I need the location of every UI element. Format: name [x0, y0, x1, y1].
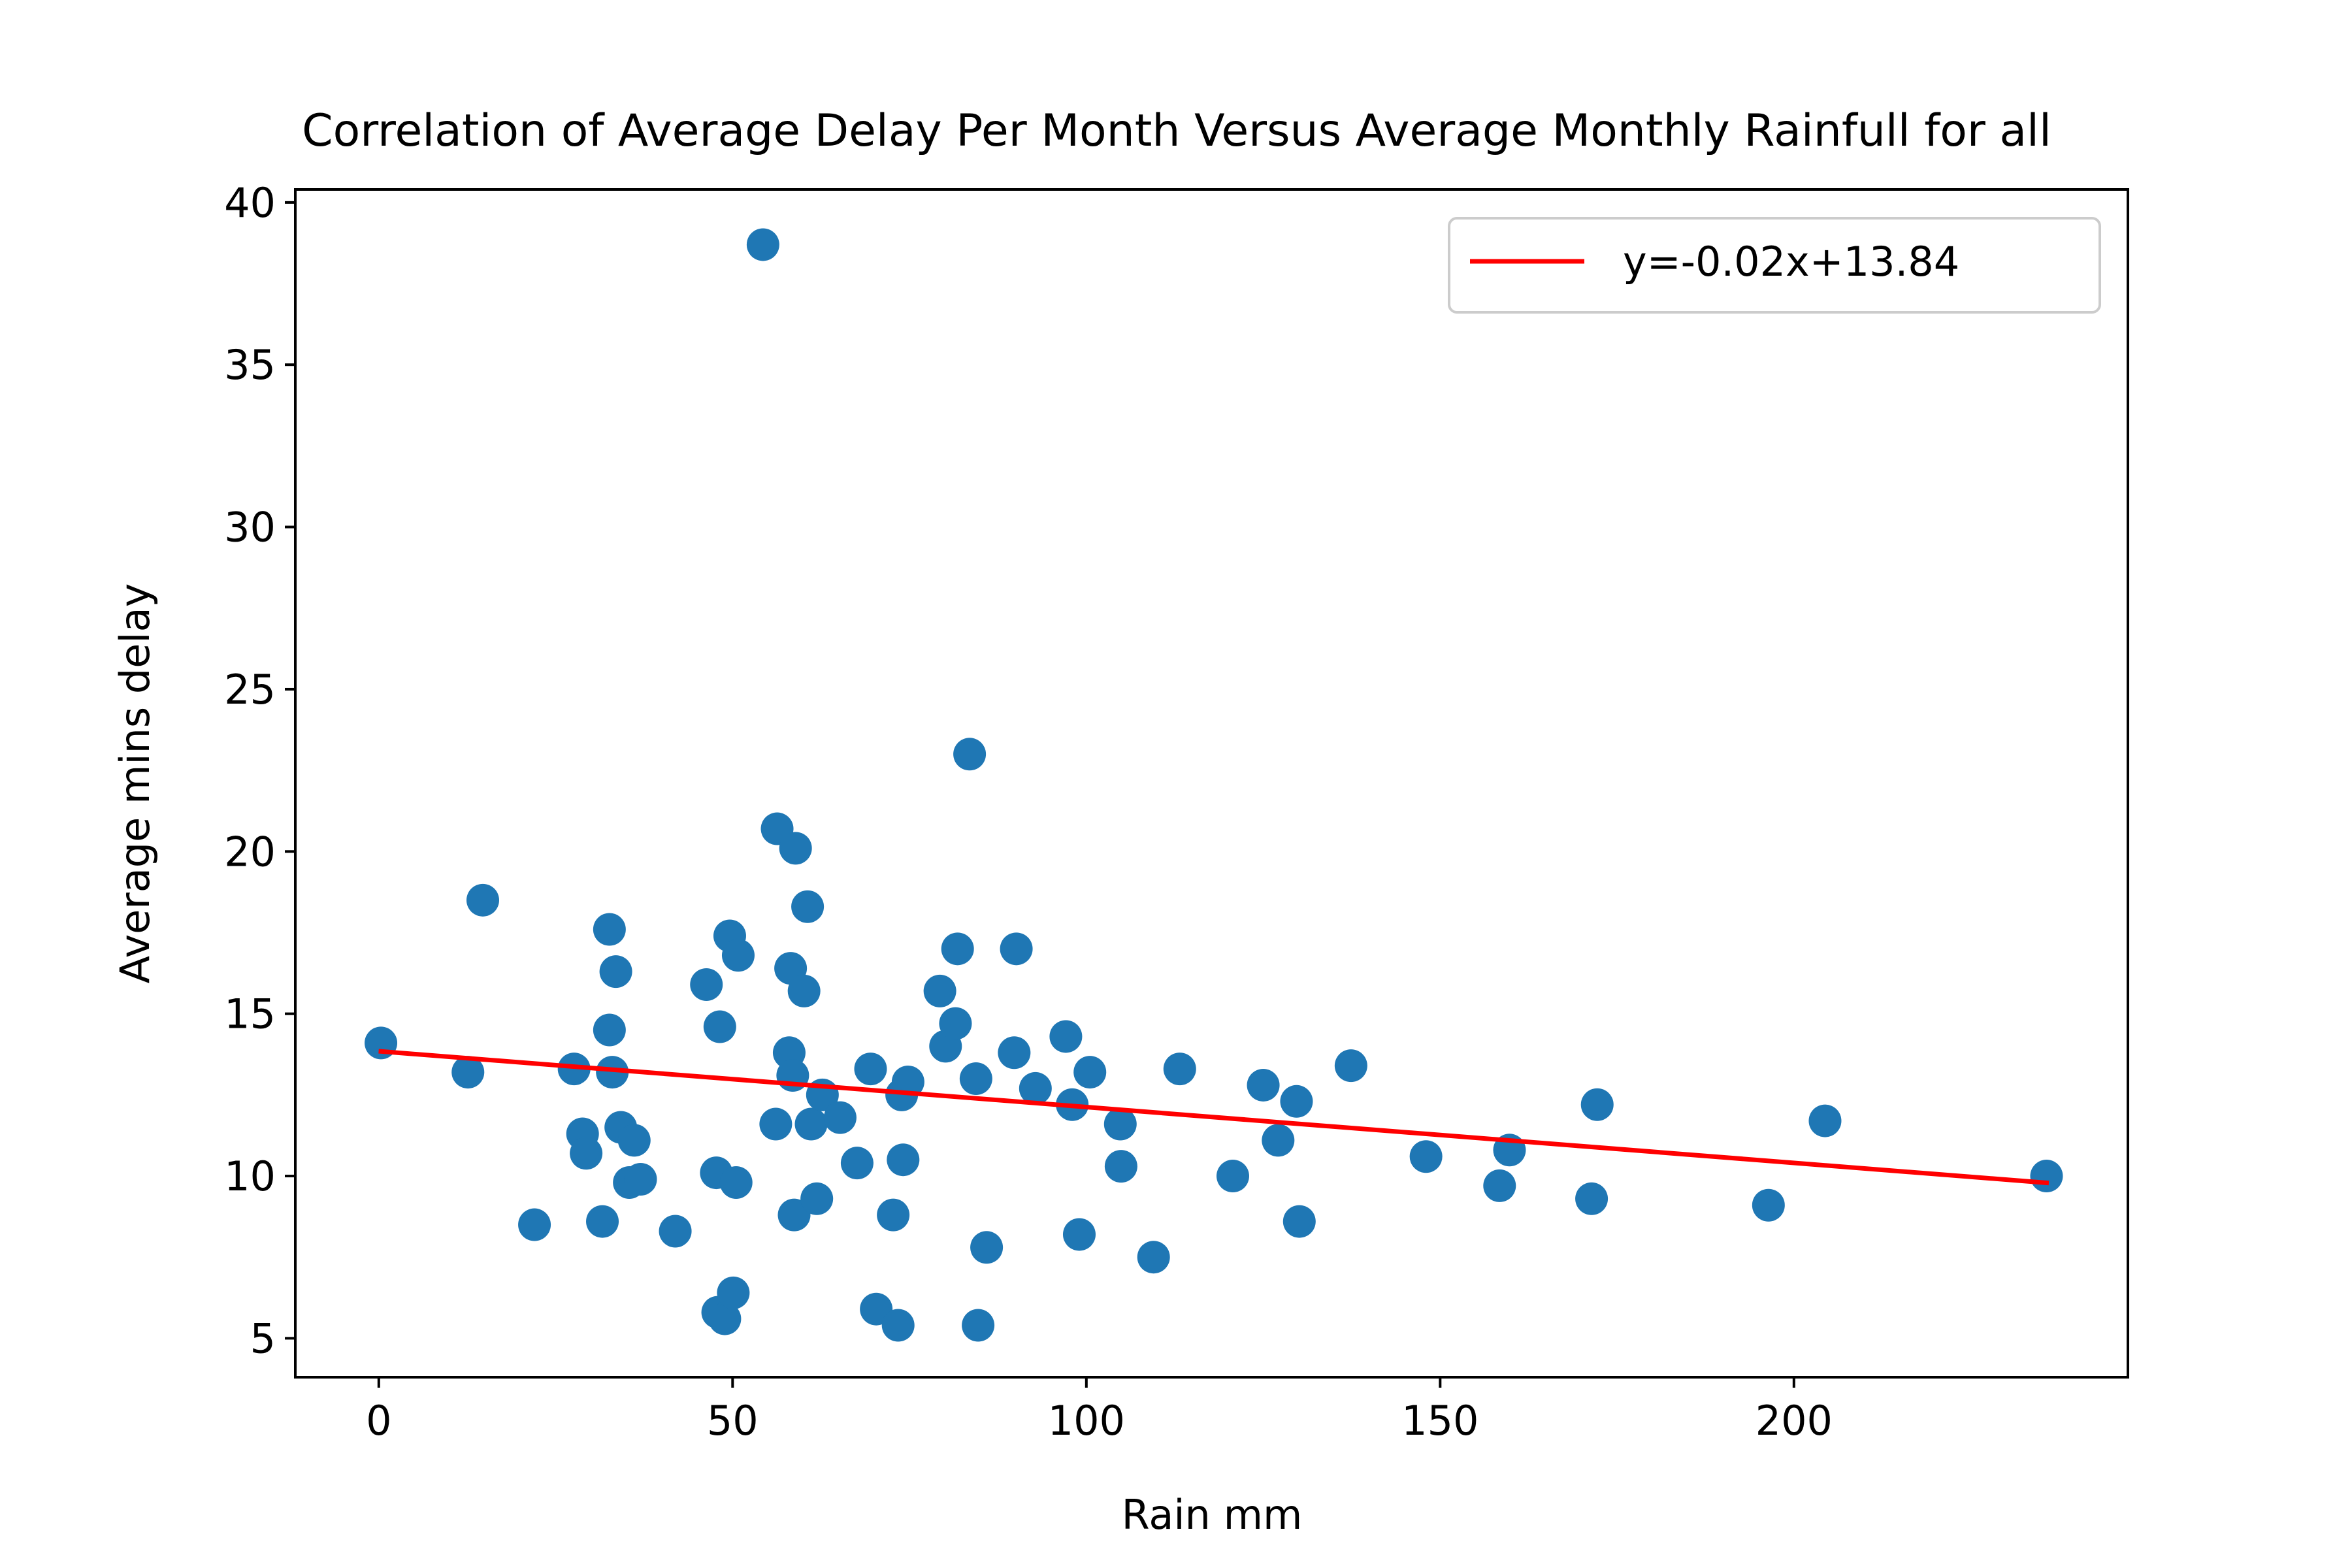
- data-point: [570, 1137, 603, 1170]
- x-tick-label: 200: [1756, 1397, 1833, 1445]
- data-point: [794, 1107, 828, 1141]
- y-tick-label: 20: [224, 828, 276, 875]
- data-point: [593, 1013, 626, 1047]
- data-point: [777, 1198, 811, 1232]
- data-point: [1282, 1205, 1316, 1238]
- data-point: [998, 1036, 1031, 1070]
- data-point: [941, 932, 974, 966]
- data-point: [953, 738, 987, 771]
- data-point: [746, 228, 779, 261]
- data-point: [703, 1010, 736, 1043]
- data-point: [1334, 1049, 1367, 1083]
- x-tick-label: 50: [707, 1397, 759, 1445]
- data-point: [877, 1198, 910, 1232]
- x-ticks: 0 50 100 150 200: [366, 1377, 1833, 1445]
- data-point: [787, 974, 821, 1007]
- data-points: [365, 228, 2063, 1342]
- data-point: [717, 1276, 750, 1309]
- data-point: [659, 1215, 692, 1248]
- data-point: [1049, 1020, 1083, 1053]
- y-tick-label: 35: [224, 341, 276, 389]
- data-point: [1137, 1241, 1170, 1274]
- data-point: [596, 1056, 629, 1089]
- data-point: [593, 913, 626, 946]
- data-point: [451, 1056, 485, 1089]
- x-tick-label: 0: [366, 1397, 391, 1445]
- data-point: [586, 1205, 619, 1238]
- y-tick-label: 25: [224, 666, 276, 713]
- data-point: [854, 1053, 887, 1086]
- data-point: [1280, 1085, 1313, 1118]
- x-tick-label: 100: [1048, 1397, 1125, 1445]
- data-point: [599, 955, 632, 988]
- data-point: [962, 1309, 995, 1342]
- y-tick-label: 30: [224, 504, 276, 551]
- x-axis-label: Rain mm: [1122, 1491, 1303, 1539]
- plot-frame: [294, 188, 2129, 1379]
- data-point: [881, 1309, 915, 1342]
- data-point: [1103, 1107, 1137, 1141]
- data-point: [1483, 1169, 1516, 1202]
- data-point: [759, 1107, 792, 1141]
- data-point: [1575, 1182, 1609, 1215]
- data-point: [959, 1062, 992, 1096]
- data-point: [800, 1182, 834, 1215]
- y-ticks: 5 10 15 20 25 30 35 40: [224, 179, 295, 1362]
- data-point: [1000, 932, 1033, 966]
- data-point: [1019, 1071, 1052, 1105]
- data-point: [1262, 1124, 1295, 1157]
- x-tick-label: 150: [1401, 1397, 1478, 1445]
- data-point: [466, 883, 499, 917]
- data-point: [970, 1231, 1004, 1264]
- data-point: [690, 968, 723, 1001]
- data-point: [1073, 1056, 1107, 1089]
- legend-label: y=-0.02x+13.84: [1623, 238, 1959, 286]
- y-axis-label: Average mins delay: [111, 583, 159, 984]
- data-point: [1752, 1188, 1785, 1222]
- legend: y=-0.02x+13.84: [1448, 217, 2101, 314]
- data-point: [939, 1007, 972, 1040]
- data-point: [2030, 1160, 2063, 1193]
- data-point: [779, 832, 812, 865]
- data-point: [719, 1166, 753, 1199]
- data-point: [1247, 1068, 1280, 1102]
- data-point: [1163, 1053, 1196, 1086]
- data-point: [1409, 1140, 1443, 1173]
- y-tick-label: 40: [224, 179, 276, 227]
- chart-title: Correlation of Average Delay Per Month V…: [302, 105, 2051, 157]
- data-point: [840, 1147, 874, 1180]
- data-point: [1104, 1150, 1137, 1183]
- regression-line-path: [378, 1049, 2050, 1186]
- data-point: [518, 1208, 551, 1241]
- legend-box: [1448, 217, 2101, 314]
- y-tick-label: 10: [224, 1152, 276, 1200]
- regression-line: [378, 1049, 2050, 1186]
- data-point: [1062, 1218, 1096, 1251]
- data-point: [721, 939, 755, 972]
- data-point: [1808, 1104, 1842, 1137]
- data-point: [617, 1124, 651, 1157]
- data-point: [923, 974, 956, 1007]
- y-tick-label: 15: [224, 990, 276, 1038]
- data-point: [1216, 1160, 1249, 1193]
- data-point: [791, 890, 825, 923]
- data-point: [624, 1163, 657, 1196]
- data-point: [823, 1101, 857, 1134]
- data-point: [887, 1143, 920, 1177]
- data-point: [708, 1302, 742, 1335]
- data-point: [1580, 1088, 1614, 1121]
- y-tick-label: 5: [250, 1315, 276, 1362]
